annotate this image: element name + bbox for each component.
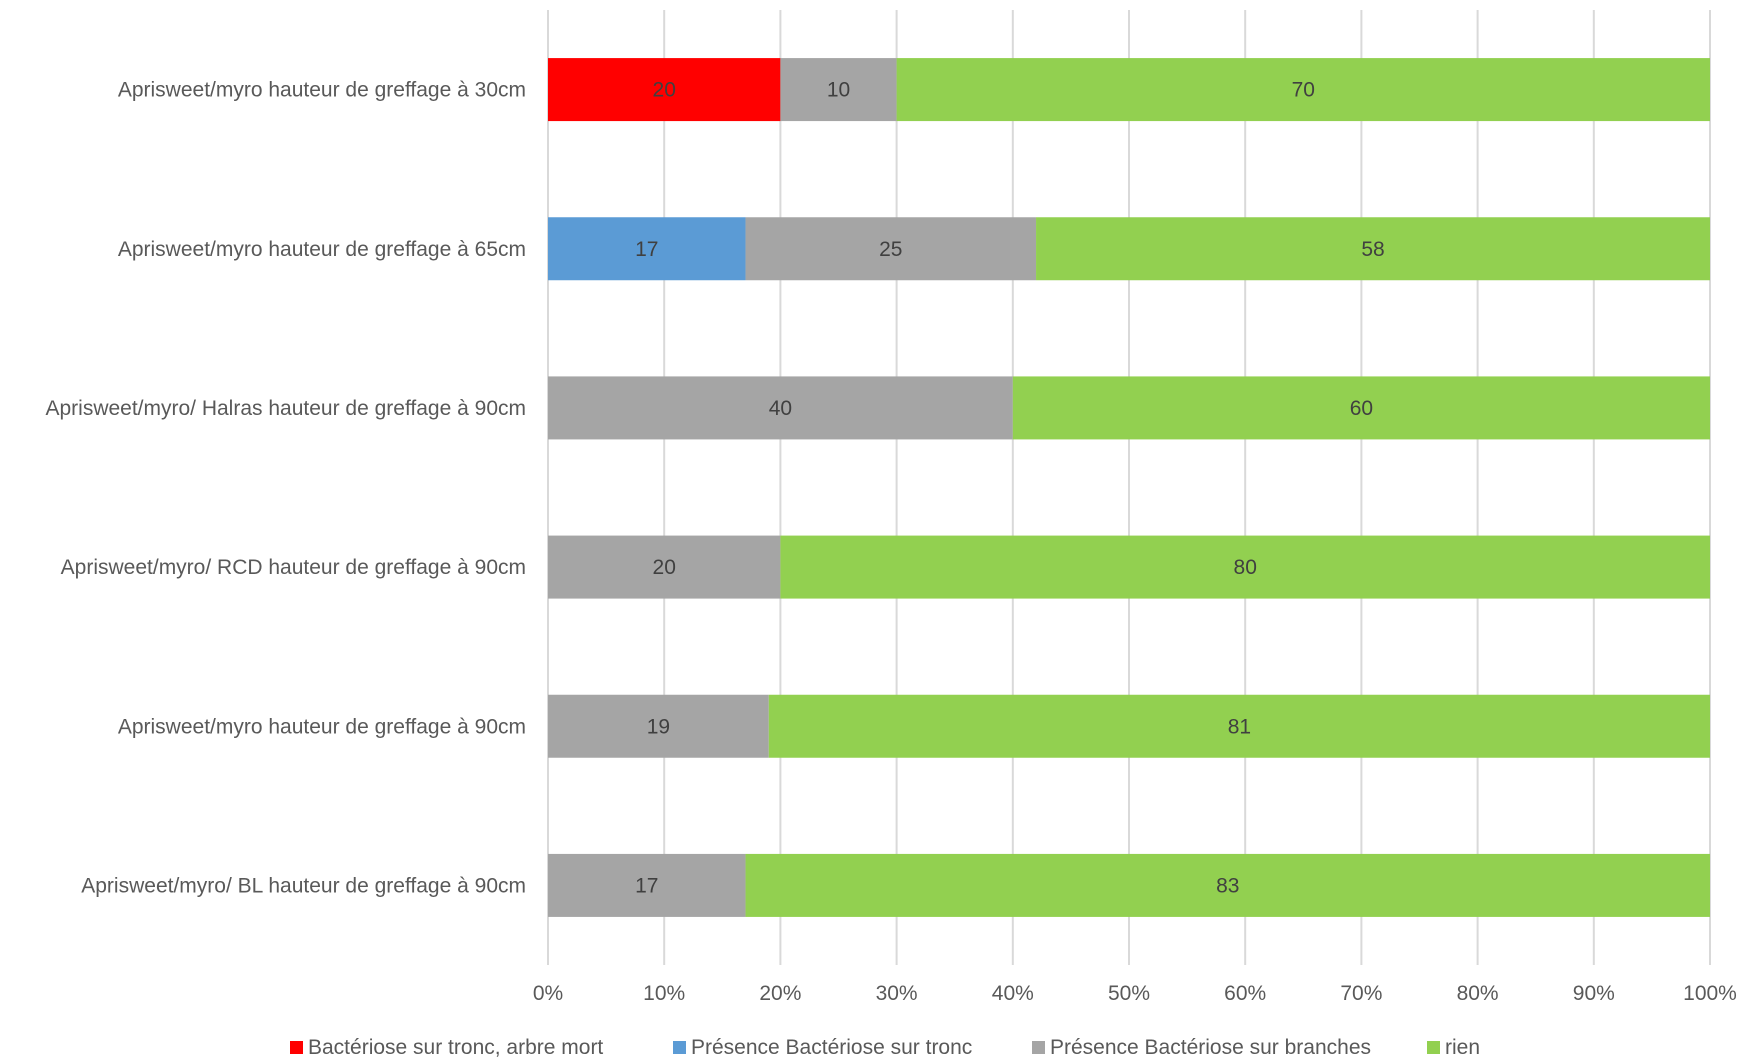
- data-label: 10: [827, 79, 850, 102]
- category-label: Aprisweet/myro hauteur de greffage à 90c…: [118, 715, 526, 738]
- bar-segment: [548, 217, 746, 281]
- x-tick-label: 10%: [643, 982, 685, 1005]
- gridlines: [547, 10, 1711, 965]
- bar-segment: [548, 853, 746, 917]
- bar-segment: [745, 217, 1037, 281]
- data-label: 80: [1234, 556, 1257, 579]
- bar-segment: [1036, 217, 1710, 281]
- category-axis: Aprisweet/myro hauteur de greffage à 30c…: [45, 79, 526, 898]
- legend: Bactériose sur tronc, arbre mort Présence…: [290, 1036, 1480, 1059]
- data-label: 19: [647, 715, 670, 738]
- data-label: 17: [635, 874, 658, 897]
- legend-swatch: [1427, 1041, 1440, 1054]
- data-label: 20: [653, 556, 676, 579]
- category-label: Aprisweet/myro/ Halras hauteur de greffa…: [45, 397, 526, 420]
- value-axis: 0% 10% 20% 30% 40% 50% 60% 70% 80% 90% 100%: [533, 982, 1737, 1005]
- x-tick-label: 20%: [759, 982, 801, 1005]
- bar-segment: [768, 694, 1710, 758]
- data-label: 81: [1228, 715, 1251, 738]
- bar-segment: [896, 58, 1710, 122]
- x-tick-label: 70%: [1340, 982, 1382, 1005]
- bar-segment: [780, 535, 1710, 599]
- legend-swatch: [290, 1041, 303, 1054]
- x-tick-label: 40%: [992, 982, 1034, 1005]
- category-label: Aprisweet/myro/ BL hauteur de greffage à…: [81, 874, 526, 897]
- bar-segment: [548, 535, 781, 599]
- data-label: 60: [1350, 397, 1373, 420]
- legend-label: Présence Bactériose sur branches: [1050, 1036, 1371, 1059]
- data-label: 17: [635, 238, 658, 261]
- bar-segment: [780, 58, 897, 122]
- bar-segment: [548, 376, 1013, 440]
- x-tick-label: 80%: [1457, 982, 1499, 1005]
- category-label: Aprisweet/myro/ RCD hauteur de greffage …: [61, 556, 526, 579]
- data-label: 20: [653, 79, 676, 102]
- category-label: Aprisweet/myro hauteur de greffage à 65c…: [118, 238, 526, 261]
- x-tick-label: 50%: [1108, 982, 1150, 1005]
- x-tick-label: 60%: [1224, 982, 1266, 1005]
- x-tick-label: 100%: [1683, 982, 1737, 1005]
- legend-label: Bactériose sur tronc, arbre mort: [308, 1036, 603, 1059]
- data-label: 70: [1292, 79, 1315, 102]
- bars: [548, 58, 1710, 917]
- bar-segment: [1012, 376, 1710, 440]
- x-tick-label: 90%: [1573, 982, 1615, 1005]
- data-label: 40: [769, 397, 792, 420]
- data-label: 83: [1216, 874, 1239, 897]
- bar-segment: [548, 58, 781, 122]
- data-label: 25: [879, 238, 902, 261]
- legend-swatch: [1032, 1041, 1045, 1054]
- legend-label: rien: [1445, 1036, 1480, 1059]
- category-label: Aprisweet/myro hauteur de greffage à 30c…: [118, 79, 526, 102]
- bar-segment: [548, 694, 769, 758]
- legend-swatch: [673, 1041, 686, 1054]
- bar-segment: [745, 853, 1710, 917]
- data-label: 58: [1361, 238, 1384, 261]
- data-labels: 20 10 70 17 25 58 40 60 20 80 19 81 17 83: [635, 79, 1385, 898]
- x-tick-label: 0%: [533, 982, 563, 1005]
- legend-label: Présence Bactériose sur tronc: [691, 1036, 972, 1059]
- x-tick-label: 30%: [876, 982, 918, 1005]
